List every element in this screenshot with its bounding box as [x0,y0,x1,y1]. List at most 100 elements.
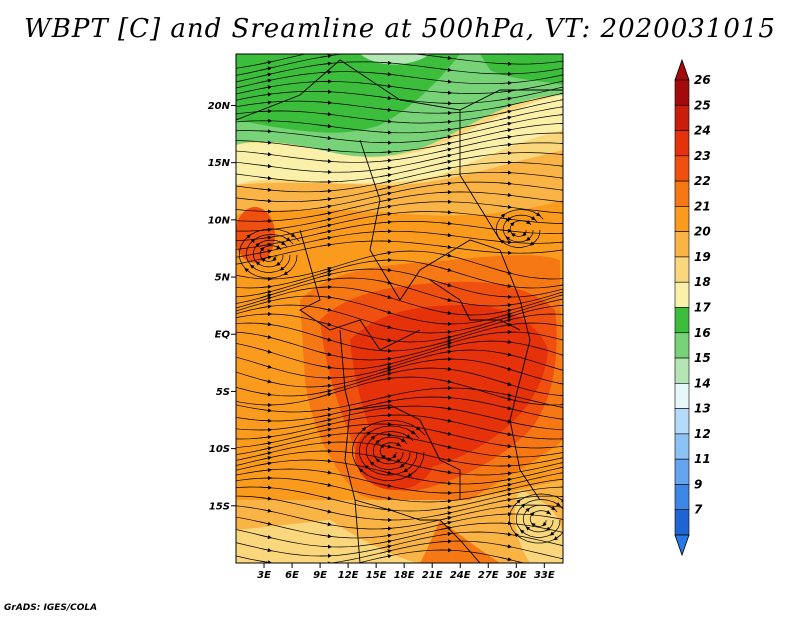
streamline [236,211,563,242]
streamline-arrow [319,223,333,228]
streamline-arrow [560,571,570,572]
streamline-arrow [499,381,513,386]
streamline-arrow [559,383,563,385]
streamline-arrow [319,482,333,488]
streamline-arrow [259,60,273,65]
streamline-arrow [396,458,401,463]
streamline-arrow [379,173,393,178]
colorbar-swatch [674,357,690,384]
border-line [359,139,501,301]
streamline [236,349,563,379]
streamline-arrow [499,228,513,233]
page-title: WBPT [C] and Sreamline at 500hPa, VT: 20… [24,14,776,44]
streamline-arrow [259,496,273,501]
streamline-arrow [439,127,453,132]
streamline-arrow [259,293,273,299]
streamline-arrow [379,119,393,124]
streamline-arrow [439,395,453,400]
streamline-arrow [439,511,453,516]
streamline-arrow [559,353,563,356]
streamline-arrow [560,53,570,54]
streamline-arrow [379,356,393,361]
streamline-arrow [319,61,333,66]
streamline-arrow [559,92,563,95]
lat-tick-label: 15N [208,158,231,169]
streamline-arrow [499,204,513,210]
streamline-arrow [499,396,513,401]
streamline [236,71,563,89]
streamline-arrow [439,147,453,152]
streamline-arrow [439,341,453,347]
streamline-arrow [249,238,256,245]
streamline-arrow [439,481,453,486]
streamline [236,54,563,76]
streamline-arrow [439,173,453,178]
streamline-arrow [319,389,333,394]
streamline-arrow [379,443,385,449]
streamline-arrow [319,211,333,216]
streamline-arrow [259,392,273,397]
streamline-arrow [499,444,513,449]
streamline [236,191,563,222]
lat-tick-label: 5N [215,273,231,284]
streamline-arrow [526,220,531,224]
streamline-arrow [559,325,563,327]
streamline-arrow [559,313,563,315]
streamline-arrow [259,418,273,423]
streamline-arrow [319,54,333,59]
streamline-arrow [259,508,273,513]
streamline-arrow [559,369,563,371]
streamline-arrow [358,468,368,476]
streamline-arrow [499,419,513,424]
colorbar-label: 24 [694,124,711,138]
streamline-arrow [406,428,416,435]
colorbar-swatch [674,433,690,460]
streamline [236,313,563,343]
streamline-arrow [379,211,393,217]
streamline-arrow [439,119,453,124]
streamline [236,495,563,521]
streamline-arrow [379,376,393,381]
streamline-arrow [549,506,556,510]
streamline-arrow [499,128,513,133]
streamline-arrow [259,290,273,295]
streamline [236,201,563,232]
streamline-arrow [259,242,273,247]
streamline-arrow [559,338,563,341]
streamline-arrow [259,408,273,413]
plot-frame [235,53,564,564]
streamline-arrow [559,531,563,533]
streamline-arrow [499,103,513,108]
latitude-axis: 20N 15N 10N 5N EQ 5S 10S 15S [208,101,236,512]
streamline-arrow [499,283,513,288]
streamline-arrow [559,60,563,62]
streamline-arrow [439,310,453,316]
streamline-arrow [399,463,406,468]
streamline-arrow [439,516,453,521]
streamline-arrow [439,134,453,140]
streamline-arrow [379,280,393,285]
streamline-arrow [319,272,333,278]
colorbar-label: 25 [694,98,711,112]
streamline-arrow [559,153,563,155]
colorbar-label: 23 [694,149,711,163]
streamline [236,340,563,370]
streamline-arrow [319,427,333,432]
streamline-arrow [379,72,393,77]
streamline-arrow [259,78,273,83]
streamline-arrow [255,242,260,248]
streamline [236,459,563,485]
streamline-arrow [439,406,453,411]
streamline-arrow [379,204,393,209]
streamline-arrow [559,114,563,116]
streamline-arrow [439,159,453,164]
streamline-arrow [319,197,333,202]
streamline-arrow [439,339,453,344]
streamline-arrow [319,188,333,194]
streamline-arrow [439,233,453,238]
streamline-arrow [559,298,563,300]
streamline-arrow [514,533,522,539]
streamline-arrow [499,315,513,320]
streamline-arrow [259,456,273,461]
lat-tick-label: 5S [216,387,230,398]
